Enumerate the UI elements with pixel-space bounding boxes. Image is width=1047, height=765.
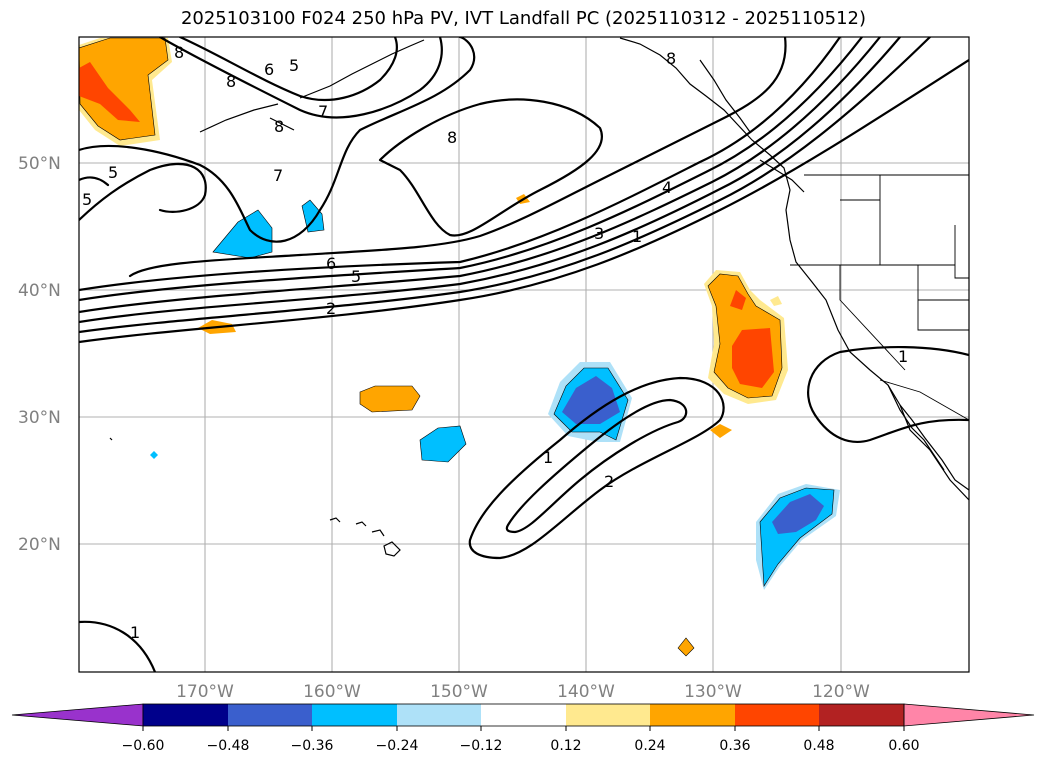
colorbar-bin-3 (312, 704, 397, 726)
lon-label-160w: 160°W (303, 682, 361, 702)
lon-label-150w: 150°W (430, 682, 488, 702)
shade-positive-1 (359, 385, 421, 413)
pv-contours (79, 37, 969, 672)
contour-label-4: 4 (662, 178, 672, 197)
colorbar-bin-2 (228, 704, 312, 726)
colorbar-bin-8 (735, 704, 819, 726)
lat-label-40n: 40°N (18, 281, 61, 301)
contour-label-5: 5 (351, 267, 361, 286)
lat-label-20n: 20°N (18, 535, 61, 555)
lat-label-50n: 50°N (18, 154, 61, 174)
shade-positive-nw (79, 37, 169, 141)
cbar-label-4: −0.24 (376, 738, 419, 754)
lon-label-170w: 170°W (176, 682, 234, 702)
ivt-shading (79, 37, 840, 657)
map-background (79, 37, 969, 672)
contour-label-6: 6 (326, 254, 336, 273)
colorbar-frame (142, 703, 905, 727)
contour-label-5-north: 5 (289, 56, 299, 75)
lon-labels: 170°W 160°W 150°W 140°W 130°W 120°W (176, 682, 870, 702)
contour-label-1-se: 1 (898, 347, 908, 366)
contour-label-8-alaska: 8 (274, 117, 284, 136)
contour-label-5-edge: 5 (82, 190, 92, 209)
shade-negative-5-core (772, 494, 824, 534)
cbar-label-2: −0.48 (207, 738, 250, 754)
contour-label-2: 2 (326, 299, 336, 318)
contour-label-8-nw: 8 (226, 72, 236, 91)
lon-label-120w: 120°W (812, 682, 870, 702)
cbar-label-3: −0.36 (291, 738, 334, 754)
colorbar-bin-6 (566, 704, 650, 726)
cbar-label-1: −0.60 (122, 738, 165, 754)
cbar-label-8: 0.36 (719, 738, 750, 754)
contour-label-1-sub: 1 (543, 448, 553, 467)
shade-positive-nw-core (79, 62, 140, 122)
colorbar-bin-4 (397, 704, 481, 726)
lon-label-130w: 130°W (684, 682, 742, 702)
shade-positive-7 (770, 296, 782, 306)
shade-positive-4 (710, 424, 732, 438)
map-frame (78, 36, 970, 673)
shade-negative-3 (419, 425, 467, 463)
cbar-label-5: −0.12 (460, 738, 503, 754)
shade-positive-3-core (730, 290, 774, 388)
contour-label-1-jet: 1 (632, 227, 642, 246)
contour-label-8-corner: 8 (174, 43, 184, 62)
map-title: 2025103100 F024 250 hPa PV, IVT Landfall… (180, 8, 867, 29)
colorbar-extend-min (11, 703, 144, 727)
colorbar-bin-7 (650, 704, 735, 726)
contour-label-7: 7 (318, 102, 328, 121)
shade-negative-dot (150, 451, 158, 459)
contour-label-1-sw: 1 (130, 623, 140, 642)
lat-label-30n: 30°N (18, 408, 61, 428)
contour-label-8-ridge: 8 (447, 128, 457, 147)
contour-label-2-sub: 2 (604, 472, 614, 491)
colorbar: −0.60 −0.48 −0.36 −0.24 −0.12 0.12 0.24 … (11, 703, 1035, 754)
contour-label-3: 3 (594, 224, 604, 243)
graticule (79, 37, 969, 672)
cbar-label-9: 0.48 (803, 738, 834, 754)
colorbar-bin-5 (481, 704, 566, 726)
coastlines (109, 37, 969, 557)
pv-contour-labels: 2 5 6 3 1 4 8 7 7 6 5 8 8 8 5 5 8 1 2 1 … (82, 43, 908, 642)
contour-label-8-ne: 8 (666, 49, 676, 68)
colorbar-bin-9 (819, 704, 904, 726)
colorbar-extend-max (903, 703, 1035, 727)
contour-label-6-north: 6 (264, 60, 274, 79)
colorbar-tick-labels: −0.60 −0.48 −0.36 −0.24 −0.12 0.12 0.24 … (122, 738, 920, 754)
lon-label-140w: 140°W (557, 682, 615, 702)
contour-label-7-west: 7 (273, 166, 283, 185)
contour-label-5-west: 5 (108, 163, 118, 182)
cbar-label-6: 0.12 (550, 738, 581, 754)
lat-labels: 50°N 40°N 30°N 20°N (18, 154, 61, 555)
colorbar-ticks (142, 726, 905, 731)
map-content: 2 5 6 3 1 4 8 7 7 6 5 8 8 8 5 5 8 1 2 1 … (79, 37, 969, 672)
shade-positive-6 (677, 637, 695, 657)
cbar-label-10: 0.60 (888, 738, 919, 754)
colorbar-bin-1 (143, 704, 228, 726)
cbar-label-7: 0.24 (634, 738, 665, 754)
shade-negative-4-core (562, 376, 620, 424)
